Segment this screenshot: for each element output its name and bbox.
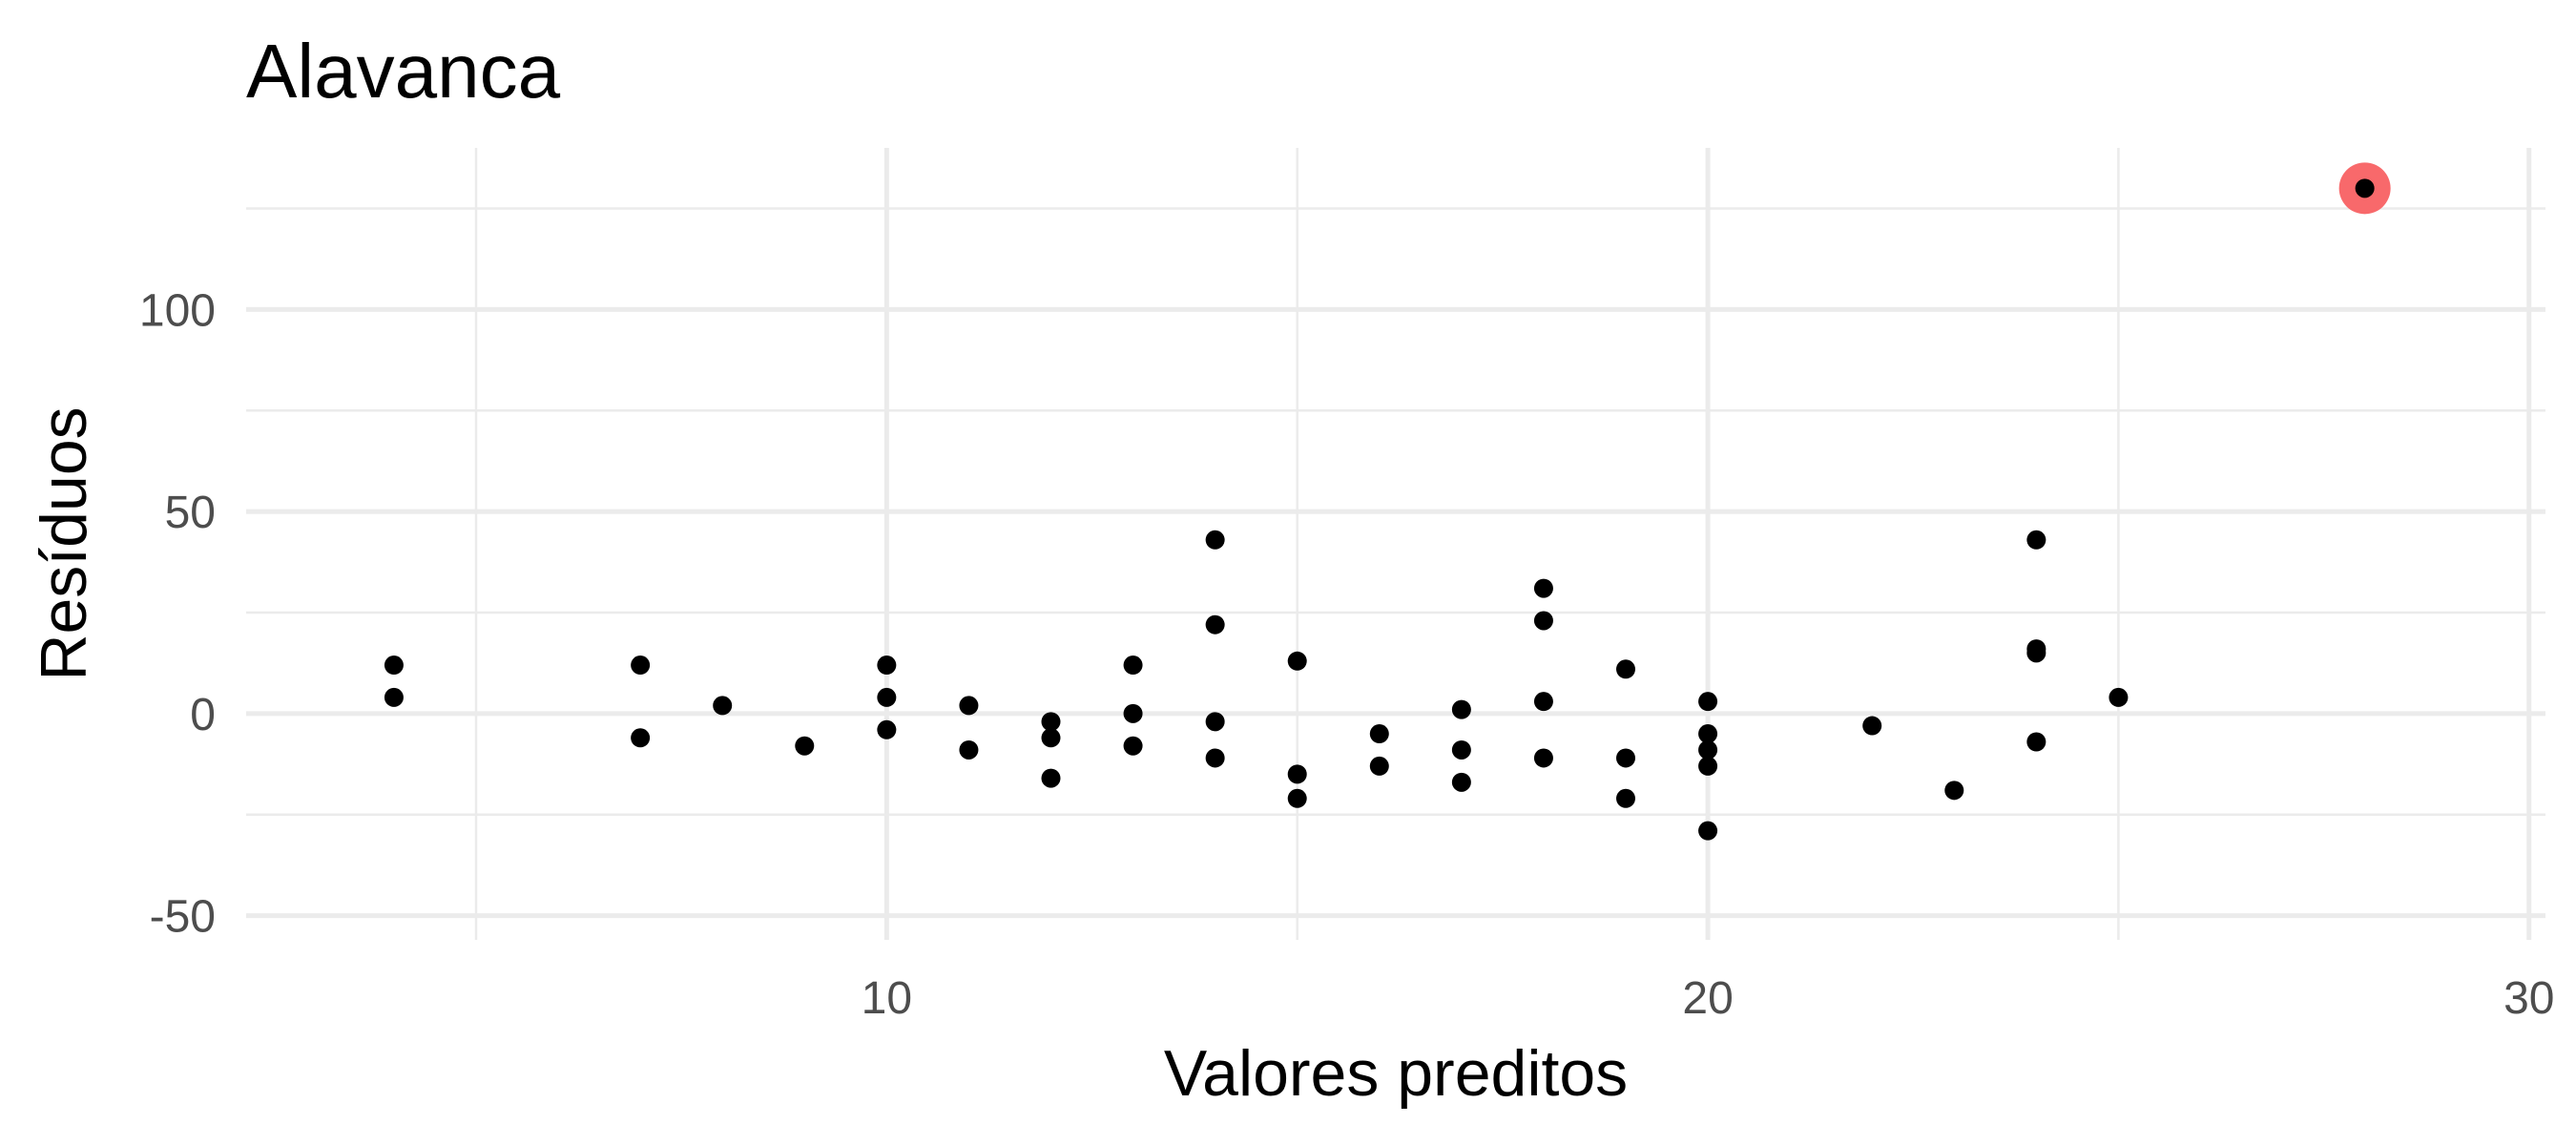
data-point [1123, 703, 1143, 723]
tick-labels: 10 20 30 -50 0 50 100 [139, 285, 2555, 1024]
x-tick-label: 20 [1682, 973, 1733, 1024]
data-point [384, 656, 404, 676]
data-point [1698, 692, 1718, 712]
data-point [1451, 739, 1471, 760]
highlight-point [2355, 178, 2375, 198]
data-point [631, 728, 651, 748]
data-point [1862, 716, 1882, 736]
data-point [1369, 756, 1389, 776]
x-tick-label: 30 [2503, 973, 2554, 1024]
data-point [877, 719, 897, 739]
chart-title: Alavanca [246, 29, 561, 114]
data-point [1698, 756, 1718, 776]
data-point [959, 696, 979, 716]
data-points [384, 162, 2391, 841]
y-tick-label: 0 [190, 690, 216, 740]
data-point [1944, 781, 1964, 801]
data-point [877, 656, 897, 676]
data-point [1369, 724, 1389, 744]
data-point [1041, 712, 1061, 732]
data-point [1205, 530, 1225, 550]
data-point [877, 687, 897, 707]
data-point [713, 696, 733, 716]
data-point [384, 687, 404, 707]
y-tick-label: -50 [150, 892, 216, 943]
data-point [1123, 656, 1143, 676]
y-axis-title: Resíduos [28, 406, 100, 680]
data-point [959, 739, 979, 760]
data-point [2026, 732, 2046, 752]
grid-lines [246, 148, 2545, 940]
data-point [1533, 611, 1553, 631]
x-tick-label: 10 [862, 973, 912, 1024]
data-point [1698, 739, 1718, 760]
x-axis-title: Valores preditos [1164, 1037, 1628, 1110]
data-point [1041, 728, 1061, 748]
data-point [795, 736, 815, 756]
data-point [1533, 692, 1553, 712]
data-point [1287, 764, 1307, 784]
data-point [2109, 687, 2129, 707]
data-point [1698, 821, 1718, 841]
y-tick-label: 50 [165, 488, 216, 538]
data-point [1205, 614, 1225, 635]
data-point [1205, 748, 1225, 768]
data-point [1616, 788, 1635, 808]
data-point [631, 656, 651, 676]
data-point [1451, 699, 1471, 719]
data-point [1287, 651, 1307, 671]
y-tick-label: 100 [139, 285, 216, 336]
data-point [2026, 530, 2046, 550]
data-point [2026, 643, 2046, 663]
data-point [1533, 748, 1553, 768]
data-point [1451, 772, 1471, 792]
data-point [1041, 768, 1061, 788]
data-point [1205, 712, 1225, 732]
data-point [1616, 748, 1635, 768]
data-point [1533, 578, 1553, 598]
data-point [1616, 659, 1635, 679]
data-point [1123, 736, 1143, 756]
data-point [1698, 724, 1718, 744]
data-point [1287, 788, 1307, 808]
